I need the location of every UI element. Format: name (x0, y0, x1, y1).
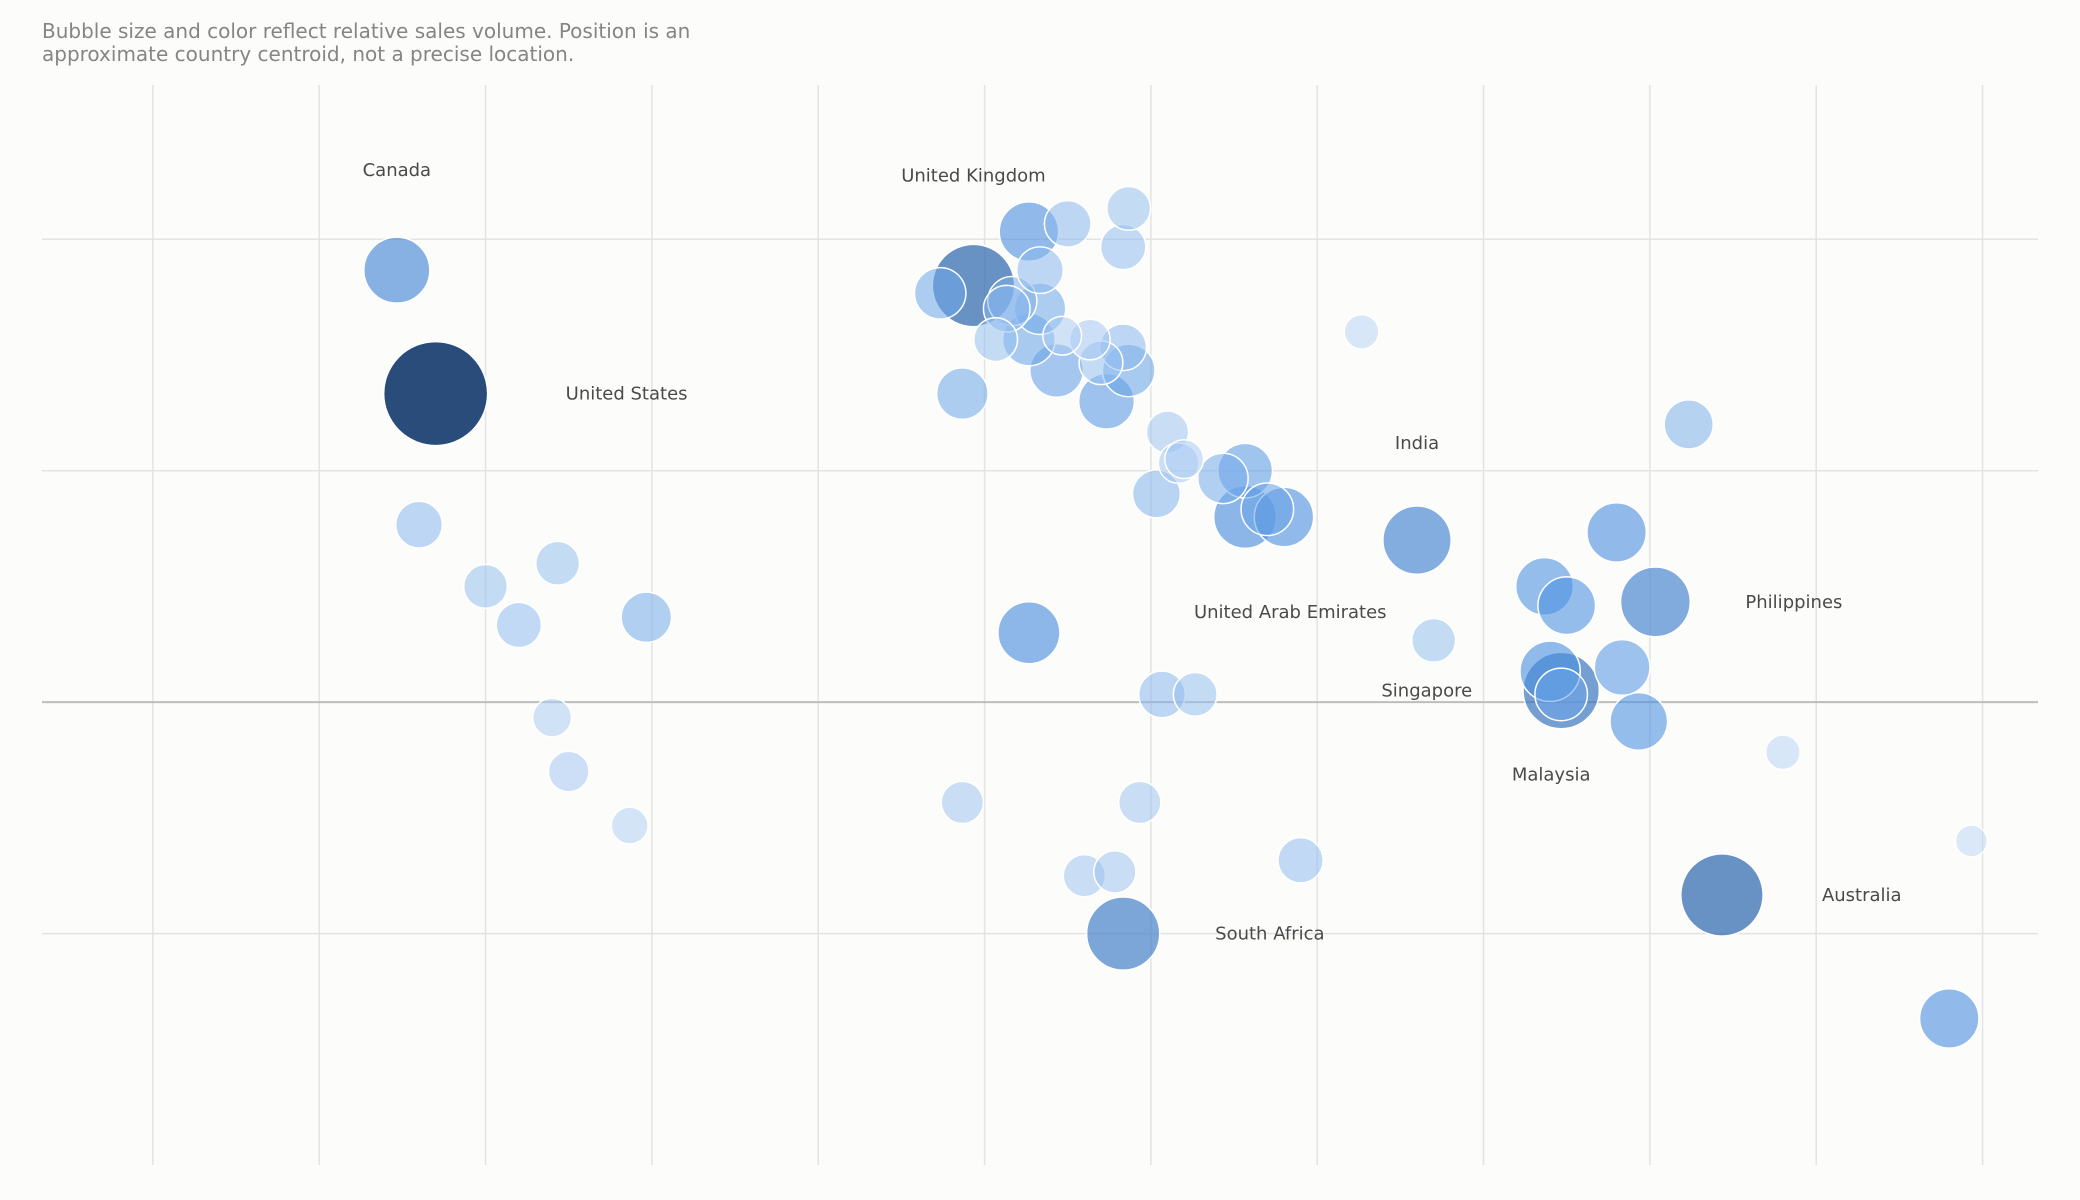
label-singapore: Singapore (1381, 681, 1472, 702)
bubble (940, 780, 985, 825)
bubble (531, 697, 573, 738)
bubble (1172, 671, 1218, 718)
bubble (1042, 315, 1083, 356)
bubble (997, 600, 1061, 665)
bubble (1663, 399, 1714, 450)
bubble (495, 601, 543, 649)
bubble (1918, 987, 1980, 1049)
bubble (1537, 576, 1597, 636)
bubble (620, 591, 673, 644)
bubble (394, 500, 444, 549)
bubble (1586, 501, 1648, 563)
bubble (1043, 199, 1092, 248)
bubble-canada (363, 236, 431, 304)
label-south-africa: South Africa (1215, 924, 1324, 945)
bubble (1343, 313, 1380, 350)
bubble (1277, 836, 1324, 884)
bubble (1117, 780, 1162, 825)
bubble (913, 266, 967, 320)
bubble (1197, 452, 1249, 505)
bubble-south-africa (1085, 896, 1161, 971)
bubble (1164, 439, 1205, 480)
bubble (547, 750, 590, 793)
label-malaysia: Malaysia (1512, 764, 1591, 785)
bubble (1099, 223, 1147, 271)
chart-caption: Bubble size and color reflect relative s… (42, 19, 691, 66)
country-labels: Canada United States United Kingdom United … (363, 160, 1902, 944)
bubble (1593, 638, 1651, 696)
bubble (462, 563, 509, 610)
bubble (1106, 185, 1152, 232)
bubble (1954, 824, 1989, 858)
label-united-arab-emirates: United Arab Emirates (1194, 602, 1387, 623)
bubble-australia (1680, 853, 1764, 937)
bubble (1092, 849, 1137, 894)
bubble-malaysia (1534, 667, 1589, 722)
bubble (973, 316, 1019, 363)
bubble (1015, 246, 1065, 295)
bubble (535, 540, 581, 586)
bubble (935, 367, 989, 421)
bubble (610, 806, 649, 845)
label-australia: Australia (1822, 885, 1902, 906)
bubble-india (1382, 505, 1452, 576)
bubbles (363, 185, 1989, 1049)
label-united-kingdom: United Kingdom (901, 166, 1045, 187)
label-united-states: United States (566, 384, 688, 405)
label-canada: Canada (363, 160, 432, 181)
label-india: India (1395, 433, 1439, 454)
bubble (1411, 617, 1457, 664)
bubble-philippines (1619, 566, 1692, 638)
bubble (1240, 482, 1295, 537)
bubble (1609, 691, 1669, 751)
bubble-united-states (382, 340, 489, 447)
bubble (1131, 469, 1182, 519)
label-philippines: Philippines (1745, 592, 1842, 613)
bubble (1764, 734, 1801, 771)
